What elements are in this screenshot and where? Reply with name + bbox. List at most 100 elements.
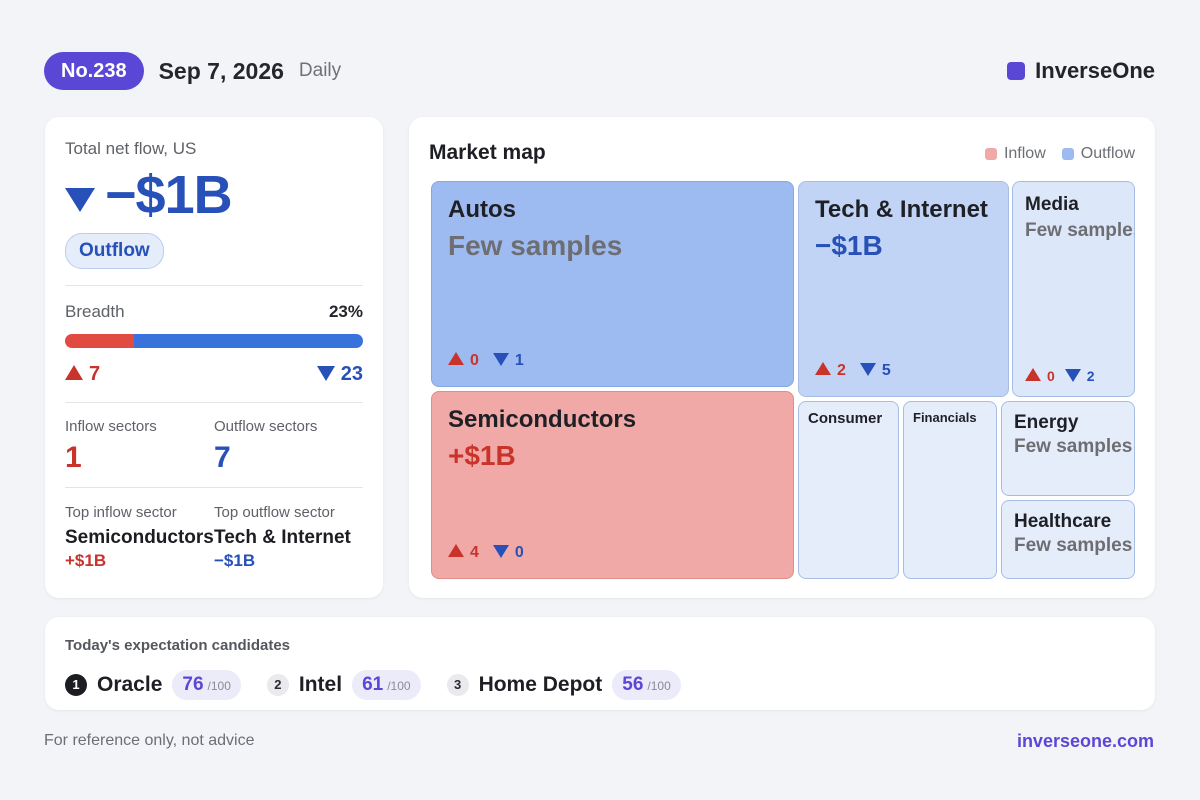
breadth-row: Breadth 23% — [65, 302, 363, 322]
tile-name: Healthcare — [1014, 511, 1112, 532]
tile-name: Semiconductors — [448, 406, 637, 433]
breadth-percent: 23% — [328, 302, 363, 321]
tile-up-value: 0 — [470, 352, 479, 369]
legend-outflow: Outflow — [1061, 145, 1135, 163]
tile-down-value: 0 — [514, 544, 524, 561]
disclaimer: For reference only, not advice — [44, 732, 255, 749]
tile-value: Few samples — [1014, 436, 1133, 457]
tile-counts: 0 1 — [448, 352, 524, 370]
candidate-score: 56/100 — [612, 670, 681, 700]
candidates-title: Today's expectation candidates — [65, 637, 291, 654]
tile-semiconductors[interactable]: Semiconductors +$1B 4 0 — [431, 391, 794, 579]
rank-badge: 1 — [65, 674, 87, 696]
tile-name: Tech & Internet — [815, 196, 988, 223]
tile-up-value: 0 — [1047, 368, 1055, 384]
tile-up-value: 4 — [470, 544, 479, 561]
tile-name: Financials — [913, 410, 977, 425]
tile-healthcare[interactable]: Healthcare Few samples — [1001, 500, 1135, 579]
score-max: /100 — [647, 679, 671, 693]
candidate-item[interactable]: 2 Intel 61/100 — [266, 670, 421, 700]
candidate-item[interactable]: 1 Oracle 76/100 — [65, 670, 241, 700]
breadth-bar-outflow — [133, 334, 363, 348]
map-legend: Inflow Outflow — [984, 145, 1135, 163]
top-inflow-name: Semiconductors — [65, 527, 214, 548]
tile-name: Energy — [1014, 412, 1079, 433]
breadth-label: Breadth — [65, 302, 125, 321]
candidate-name: Oracle — [97, 673, 163, 696]
up-triangle-icon — [815, 362, 831, 375]
candidate-item[interactable]: 3 Home Depot 56/100 — [446, 670, 681, 700]
tile-down-count: 2 — [1064, 368, 1095, 384]
down-triangle-icon — [65, 188, 95, 212]
tile-down-value: 2 — [1086, 368, 1095, 384]
tile-name: Media — [1025, 194, 1079, 215]
tile-up-count: 0 — [448, 352, 479, 370]
score-value: 56 — [622, 674, 644, 695]
legend-inflow-label: Inflow — [1003, 145, 1046, 162]
legend-outflow-label: Outflow — [1080, 145, 1135, 162]
up-count: 7 — [65, 363, 100, 386]
down-count-value: 23 — [340, 363, 363, 385]
inflow-sectors-label: Inflow sectors — [65, 418, 157, 435]
net-flow-value: −$1B — [105, 165, 233, 225]
candidate-score: 61/100 — [352, 670, 421, 700]
summary-card: Total net flow, US −$1B Outflow Breadth … — [45, 117, 383, 598]
tile-tech-internet[interactable]: Tech & Internet −$1B 2 5 — [798, 181, 1009, 397]
brand-logo-icon — [1007, 62, 1026, 80]
flow-direction-badge: Outflow — [65, 233, 164, 269]
divider — [65, 285, 363, 286]
tile-down-count: 1 — [492, 352, 524, 370]
site-link[interactable]: inverseone.com — [1016, 731, 1154, 751]
candidate-score: 76/100 — [172, 670, 241, 700]
tile-up-count: 0 — [1025, 368, 1055, 384]
down-triangle-icon — [859, 363, 876, 376]
market-map-card: Market map Inflow Outflow Autos Few samp… — [409, 117, 1155, 598]
tile-down-count: 0 — [492, 544, 524, 562]
divider — [65, 402, 363, 403]
tile-energy[interactable]: Energy Few samples — [1001, 401, 1135, 496]
score-value: 76 — [182, 674, 204, 695]
net-flow-row: −$1B — [65, 165, 363, 225]
header: No.238 Sep 7, 2026 Daily InverseOne — [44, 51, 1155, 91]
score-value: 61 — [362, 674, 384, 695]
candidate-name: Intel — [298, 673, 343, 696]
rank-badge: 3 — [446, 674, 469, 696]
tile-value: Few samples — [1025, 220, 1135, 241]
up-triangle-icon — [448, 352, 464, 365]
tile-consumer[interactable]: Consumer — [798, 401, 899, 579]
tile-autos[interactable]: Autos Few samples 0 1 — [431, 181, 794, 387]
market-map-title: Market map — [429, 141, 546, 164]
score-max: /100 — [387, 679, 411, 693]
down-triangle-icon — [492, 353, 509, 366]
legend-outflow-swatch — [1061, 148, 1074, 160]
tile-up-count: 4 — [448, 544, 479, 562]
expectation-candidates-card: Today's expectation candidates 1 Oracle … — [45, 617, 1155, 710]
top-outflow-label: Top outflow sector — [214, 504, 335, 521]
net-flow-label: Total net flow, US — [65, 139, 197, 158]
tile-value: Few samples — [1014, 535, 1133, 556]
tile-media[interactable]: Media Few samples 0 2 — [1012, 181, 1135, 397]
tile-counts: 2 5 — [815, 362, 891, 380]
sector-counts: Inflow sectors 1 Outflow sectors 7 — [65, 418, 363, 475]
up-count-value: 7 — [89, 363, 101, 385]
down-triangle-icon — [1064, 369, 1081, 382]
tile-financials[interactable]: Financials — [903, 401, 997, 579]
divider — [65, 487, 363, 488]
top-inflow-value: +$1B — [65, 551, 107, 570]
outflow-sectors-label: Outflow sectors — [214, 418, 318, 435]
tile-down-value: 1 — [514, 352, 524, 369]
brand-name: InverseOne — [1035, 58, 1155, 83]
candidates-list: 1 Oracle 76/100 2 Intel 61/100 3 Home De… — [65, 670, 1135, 700]
tile-value: +$1B — [448, 440, 516, 471]
legend-inflow: Inflow — [984, 145, 1046, 163]
top-inflow-label: Top inflow sector — [65, 504, 177, 521]
rank-badge: 2 — [266, 674, 289, 696]
top-outflow-value: −$1B — [214, 551, 256, 570]
outflow-sectors-value: 7 — [214, 441, 231, 474]
brand: InverseOne — [1007, 58, 1155, 84]
down-triangle-icon — [316, 366, 335, 381]
candidate-name: Home Depot — [478, 673, 603, 696]
report-frequency: Daily — [298, 60, 342, 81]
tile-value: −$1B — [815, 230, 883, 261]
tile-name: Autos — [448, 196, 516, 223]
